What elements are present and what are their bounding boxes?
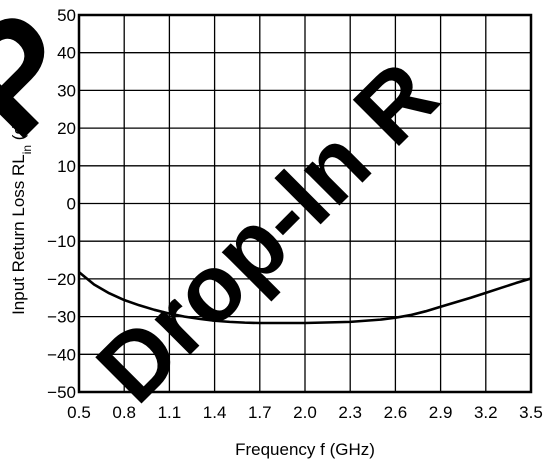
x-tick-label: 1.7 [248, 403, 272, 422]
x-tick-label: 1.1 [158, 403, 182, 422]
x-axis-title: Frequency f (GHz) [235, 440, 375, 459]
y-tick-label: −40 [47, 345, 76, 364]
y-tick-label: −50 [47, 383, 76, 402]
watermark-text: Drop-In R [77, 42, 458, 423]
x-tick-label: 3.2 [474, 403, 498, 422]
series-group [78, 271, 532, 325]
x-tick-label: 0.5 [67, 403, 91, 422]
x-tick-labels: 0.5 0.8 1.1 1.4 1.7 2.0 2.3 2.6 2.9 3.2 3.5 [67, 403, 543, 422]
x-tick-label: 1.4 [203, 403, 227, 422]
x-tick-label: 2.3 [338, 403, 362, 422]
series-line [78, 271, 532, 325]
y-tick-label: 20 [57, 119, 76, 138]
plot-frame [77, 13, 533, 394]
y-tick-labels: 50 40 30 20 10 0 −10 −20 −30 −40 −50 [47, 6, 76, 402]
y-tick-label: 30 [57, 81, 76, 100]
x-tick-label: 2.6 [384, 403, 408, 422]
y-tick-label: 40 [57, 44, 76, 63]
y-tick-label: 0 [67, 195, 76, 214]
y-axis-title: Input Return Loss RLin (dB) [9, 108, 34, 315]
y-tick-label: −30 [47, 308, 76, 327]
y-tick-label: −20 [47, 270, 76, 289]
y-tick-label: 50 [57, 6, 76, 25]
x-tick-label: 3.5 [519, 403, 543, 422]
y-tick-label: −10 [47, 232, 76, 251]
x-tick-label: 2.9 [429, 403, 453, 422]
x-tick-label: 2.0 [293, 403, 317, 422]
y-tick-label: 10 [57, 157, 76, 176]
x-tick-label: 0.8 [112, 403, 136, 422]
